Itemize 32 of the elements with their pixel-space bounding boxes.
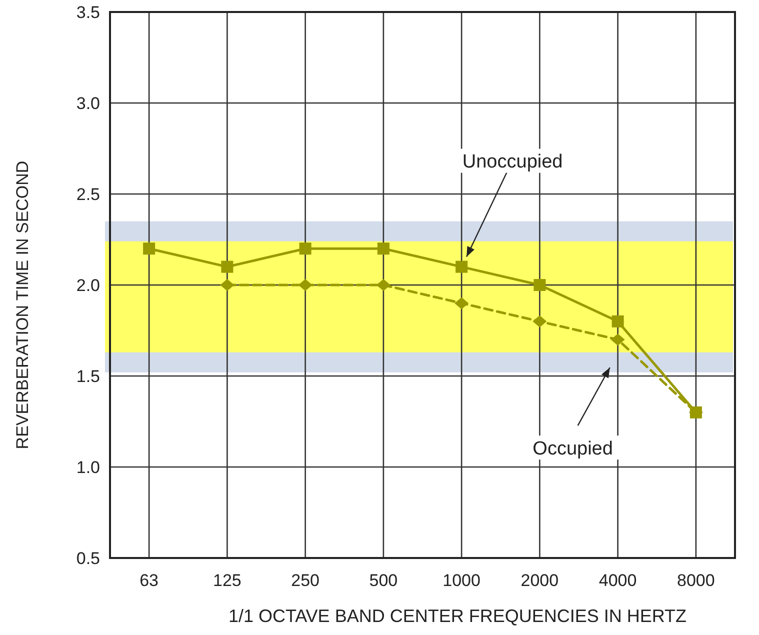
y-tick-label: 1.0 bbox=[76, 458, 100, 477]
y-axis-title: REVERBERATION TIME IN SECOND bbox=[13, 160, 32, 450]
point bbox=[221, 260, 234, 273]
point bbox=[610, 334, 625, 346]
y-tick-label: 2.0 bbox=[76, 276, 100, 295]
y-tick-label: 1.5 bbox=[76, 366, 100, 386]
x-tick-label: 125 bbox=[213, 571, 242, 590]
x-axis-title: 1/1 OCTAVE BAND CENTER FREQUENCIES IN HERTZ bbox=[228, 606, 687, 626]
point bbox=[456, 260, 468, 273]
text: Unoccupied bbox=[462, 151, 563, 172]
point bbox=[454, 297, 469, 310]
point bbox=[532, 315, 547, 328]
x-tick-label: 2000 bbox=[520, 571, 559, 590]
x-tick-label: 1000 bbox=[442, 571, 480, 590]
x-tick-label: 8000 bbox=[677, 571, 715, 590]
x-tick-label: 250 bbox=[291, 571, 320, 590]
point bbox=[376, 279, 390, 291]
point bbox=[612, 315, 624, 328]
y-tick-label: 2.5 bbox=[76, 184, 100, 204]
y-tick-label: 3.5 bbox=[76, 2, 100, 22]
point bbox=[298, 279, 312, 291]
y-tick-label: 0.5 bbox=[76, 548, 100, 568]
text: Occupied bbox=[532, 438, 613, 460]
y-tick-label: 3.0 bbox=[76, 94, 100, 113]
x-tick-label: 4000 bbox=[598, 571, 637, 590]
x-tick-label: 63 bbox=[140, 571, 159, 590]
point bbox=[220, 279, 234, 291]
point bbox=[143, 242, 156, 255]
point bbox=[299, 242, 312, 255]
point bbox=[534, 279, 546, 291]
x-tick-label: 500 bbox=[369, 571, 398, 590]
point bbox=[377, 242, 390, 255]
